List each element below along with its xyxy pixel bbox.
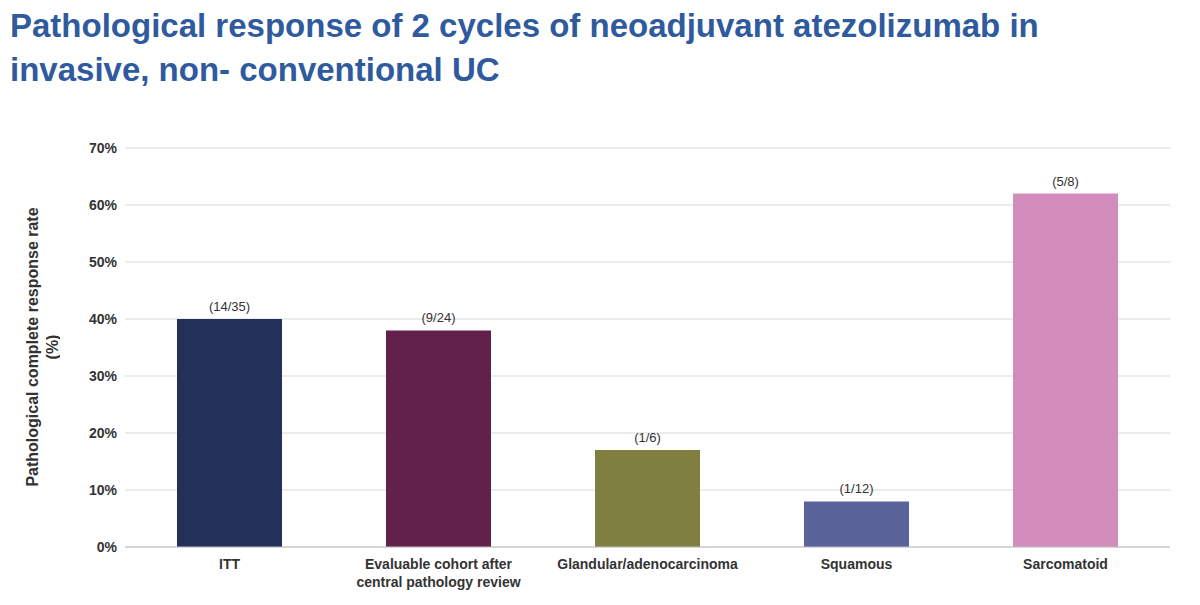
svg-text:(1/12): (1/12) bbox=[840, 481, 874, 496]
svg-text:Squamous: Squamous bbox=[821, 556, 893, 572]
svg-text:ITT: ITT bbox=[219, 556, 240, 572]
svg-text:50%: 50% bbox=[89, 254, 118, 270]
svg-text:(1/6): (1/6) bbox=[634, 430, 661, 445]
svg-text:10%: 10% bbox=[89, 482, 118, 498]
svg-text:(9/24): (9/24) bbox=[422, 310, 456, 325]
svg-text:Pathological complete response: Pathological complete response rate(%) bbox=[24, 207, 60, 486]
svg-text:20%: 20% bbox=[89, 425, 118, 441]
svg-text:Glandular/adenocarcinoma: Glandular/adenocarcinoma bbox=[557, 556, 738, 572]
svg-text:central pathology review: central pathology review bbox=[356, 574, 520, 590]
svg-text:Sarcomatoid: Sarcomatoid bbox=[1023, 556, 1108, 572]
html-text:Pathological response of 2 cyc: Pathological response of 2 cycles of neo… bbox=[10, 7, 1039, 88]
svg-text:60%: 60% bbox=[89, 197, 118, 213]
svg-text:(14/35): (14/35) bbox=[209, 299, 250, 314]
svg-text:70%: 70% bbox=[89, 140, 118, 156]
svg-text:Evaluable cohort after: Evaluable cohort after bbox=[365, 556, 513, 572]
svg-text:30%: 30% bbox=[89, 368, 118, 384]
svg-text:(5/8): (5/8) bbox=[1052, 174, 1079, 189]
svg-text:0%: 0% bbox=[97, 539, 118, 555]
svg-text:40%: 40% bbox=[89, 311, 118, 327]
